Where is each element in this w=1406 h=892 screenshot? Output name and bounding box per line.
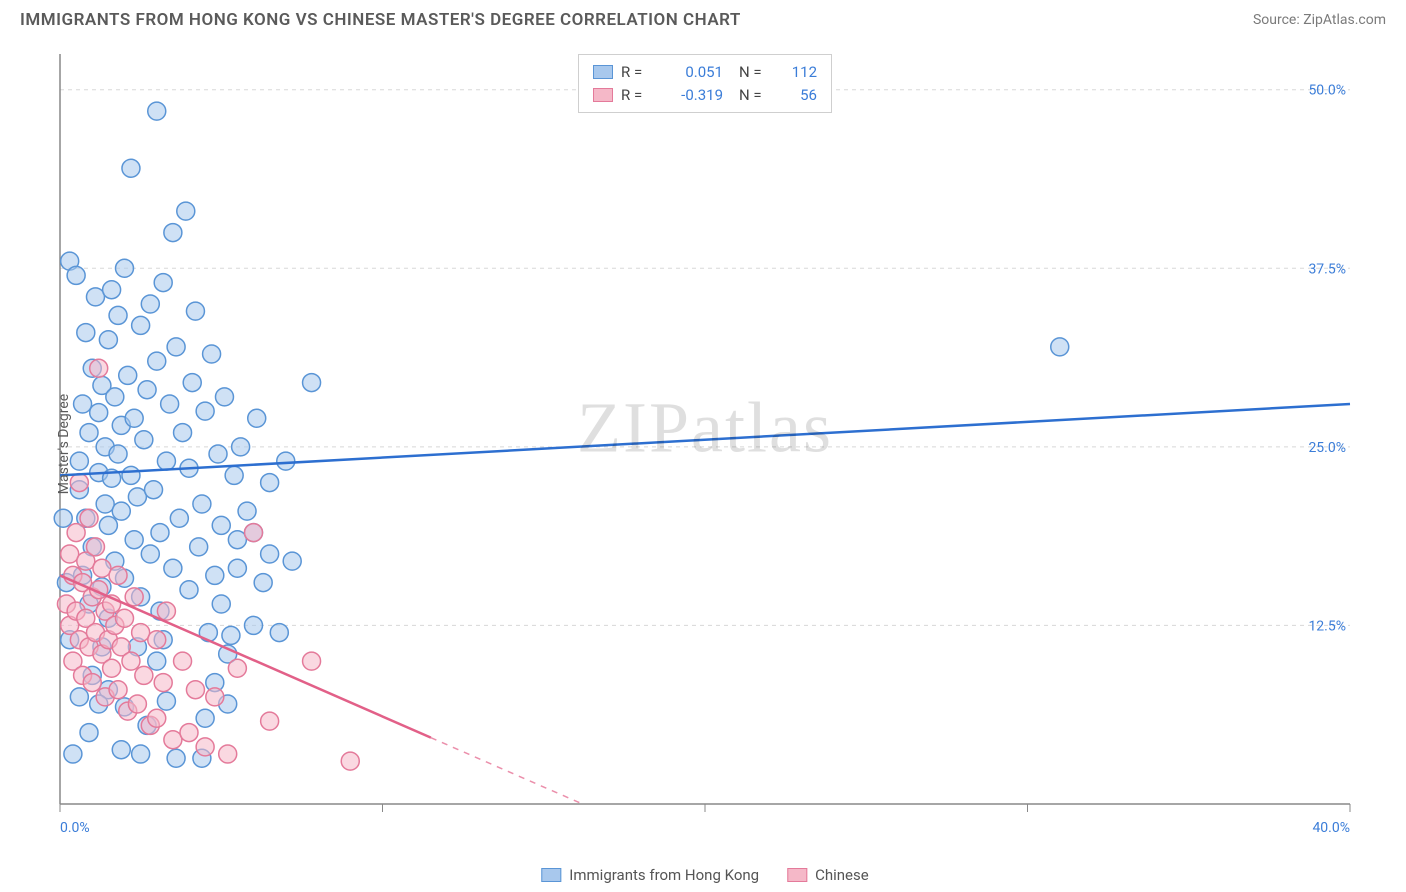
- legend-item-hk: Immigrants from Hong Kong: [541, 866, 759, 884]
- r-value: -0.319: [663, 84, 723, 107]
- r-label: R =: [621, 61, 655, 84]
- svg-text:0.0%: 0.0%: [60, 820, 90, 836]
- chart-source: Source: ZipAtlas.com: [1253, 12, 1386, 28]
- scatter-plot: 12.5% 25.0% 37.5% 50.0% 0.0% 40.0%: [20, 44, 1390, 844]
- svg-text:37.5%: 37.5%: [1308, 261, 1346, 277]
- chart-area: Master's Degree 12.5% 25.0% 37.5% 50.0% 0.0%…: [20, 44, 1390, 844]
- n-label: N =: [739, 84, 773, 107]
- r-label: R =: [621, 84, 655, 107]
- svg-text:50.0%: 50.0%: [1308, 83, 1346, 99]
- legend-swatch-hk: [593, 65, 613, 79]
- chart-title: IMMIGRANTS FROM HONG KONG VS CHINESE MAS…: [20, 10, 741, 30]
- legend-row-hk: R = 0.051 N = 112: [593, 61, 817, 84]
- legend-swatch: [541, 868, 561, 882]
- svg-text:12.5%: 12.5%: [1308, 618, 1346, 634]
- legend-row-cn: R = -0.319 N = 56: [593, 84, 817, 107]
- r-value: 0.051: [663, 61, 723, 84]
- n-label: N =: [739, 61, 773, 84]
- svg-text:25.0%: 25.0%: [1308, 440, 1346, 456]
- legend-label: Immigrants from Hong Kong: [569, 866, 759, 884]
- series-legend: Immigrants from Hong Kong Chinese: [541, 866, 868, 884]
- legend-swatch: [787, 868, 807, 882]
- n-value: 112: [781, 61, 817, 84]
- legend-swatch-cn: [593, 88, 613, 102]
- n-value: 56: [781, 84, 817, 107]
- legend-item-cn: Chinese: [787, 866, 869, 884]
- y-axis-label: Master's Degree: [56, 394, 72, 494]
- correlation-legend: R = 0.051 N = 112 R = -0.319 N = 56: [578, 54, 832, 113]
- svg-text:40.0%: 40.0%: [1312, 820, 1350, 836]
- legend-label: Chinese: [815, 866, 869, 884]
- chart-header: IMMIGRANTS FROM HONG KONG VS CHINESE MAS…: [0, 0, 1406, 36]
